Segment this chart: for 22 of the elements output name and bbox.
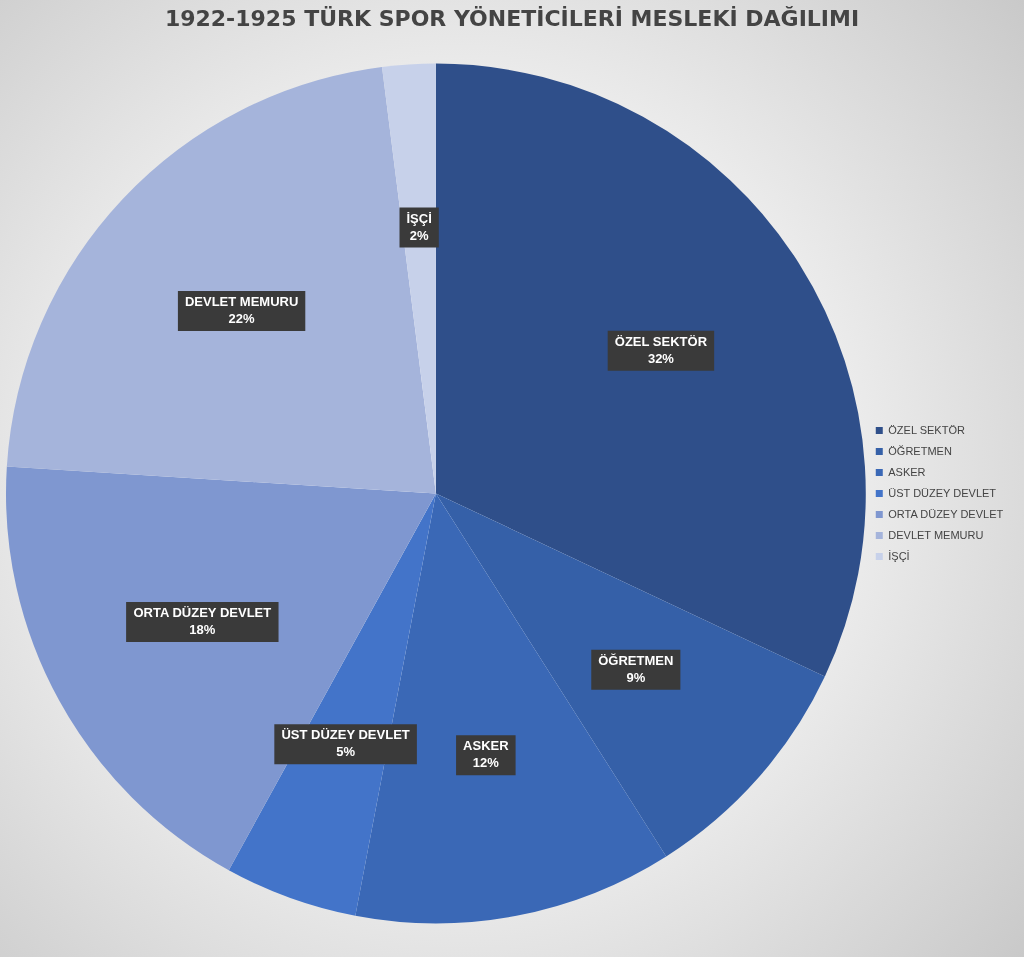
slice-label: ÖZEL SEKTÖR xyxy=(614,333,708,349)
chart-title: 1922-1925 TÜRK SPOR YÖNETİCİLERİ MESLEKİ DAĞILIMI xyxy=(163,6,861,31)
data-label: 2% xyxy=(409,227,429,243)
data-label: 5% xyxy=(336,744,356,760)
data-label: 18% xyxy=(189,621,216,637)
slice-label: ORTA DÜZEY DEVLET xyxy=(133,604,272,620)
slice-label: ÖĞRETMEN xyxy=(598,652,674,668)
legend-label: ÜST DÜZEY DEVLET xyxy=(888,486,997,499)
data-label: 9% xyxy=(626,669,646,685)
slice-label: DEVLET MEMURU xyxy=(184,294,299,310)
data-label: 22% xyxy=(228,311,256,327)
slice-label: ASKER xyxy=(463,738,510,754)
data-label: 12% xyxy=(472,755,500,771)
slice-label: İŞÇİ xyxy=(406,210,432,226)
legend-label: ORTA DÜZEY DEVLET xyxy=(888,507,1004,520)
legend-label: ASKER xyxy=(888,465,926,478)
legend-label: DEVLET MEMURU xyxy=(888,528,984,541)
legend-label: ÖZEL SEKTÖR xyxy=(888,423,965,436)
data-label: 32% xyxy=(647,350,675,366)
legend-label: ÖĞRETMEN xyxy=(888,444,952,457)
slice-label: ÜST DÜZEY DEVLET xyxy=(281,727,410,743)
legend-label: İŞÇİ xyxy=(888,549,910,562)
